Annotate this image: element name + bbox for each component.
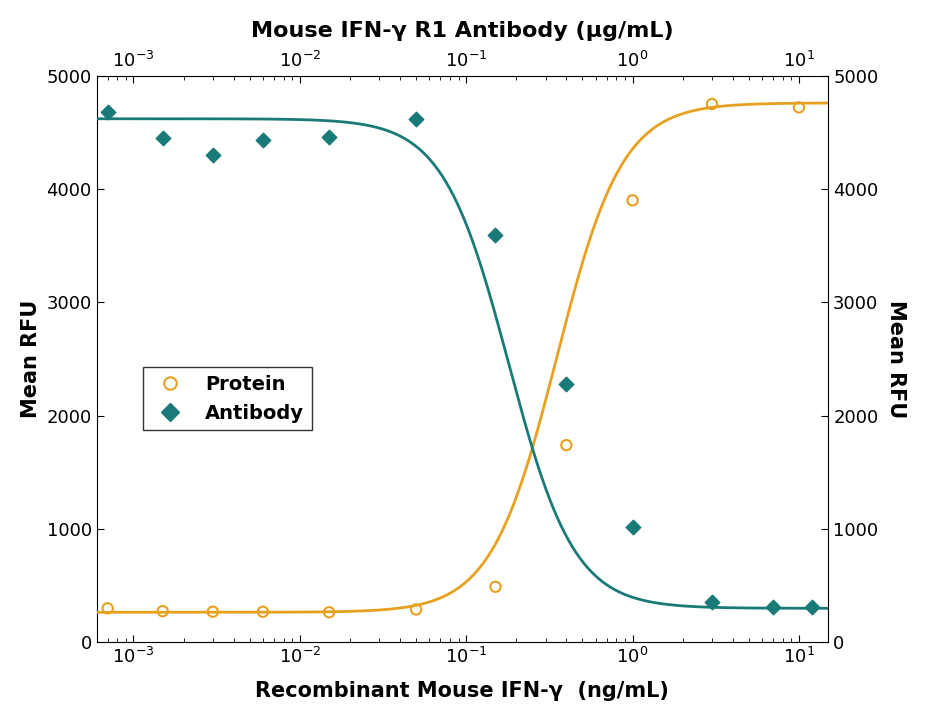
Point	[100, 603, 115, 614]
Point	[156, 605, 171, 617]
Point	[256, 134, 271, 146]
Legend: Protein, Antibody: Protein, Antibody	[143, 367, 311, 430]
Y-axis label: Mean RFU: Mean RFU	[886, 300, 907, 418]
Point	[322, 606, 337, 618]
Point	[322, 131, 337, 143]
Point	[792, 102, 806, 113]
Point	[206, 606, 221, 617]
Point	[489, 581, 503, 593]
Y-axis label: Mean RFU: Mean RFU	[20, 300, 41, 418]
X-axis label: Recombinant Mouse IFN-γ  (ng/mL): Recombinant Mouse IFN-γ (ng/mL)	[256, 681, 669, 701]
Point	[805, 601, 819, 613]
Point	[256, 606, 271, 617]
Point	[156, 132, 171, 144]
Point	[559, 440, 574, 451]
Point	[559, 378, 574, 390]
Point	[705, 596, 719, 608]
Point	[409, 113, 424, 124]
Point	[489, 230, 503, 241]
Point	[100, 106, 115, 118]
X-axis label: Mouse IFN-γ R1 Antibody (μg/mL): Mouse IFN-γ R1 Antibody (μg/mL)	[251, 21, 674, 41]
Point	[625, 194, 640, 206]
Point	[705, 98, 719, 110]
Point	[409, 604, 424, 615]
Point	[766, 601, 781, 613]
Point	[625, 521, 640, 533]
Point	[206, 149, 221, 161]
